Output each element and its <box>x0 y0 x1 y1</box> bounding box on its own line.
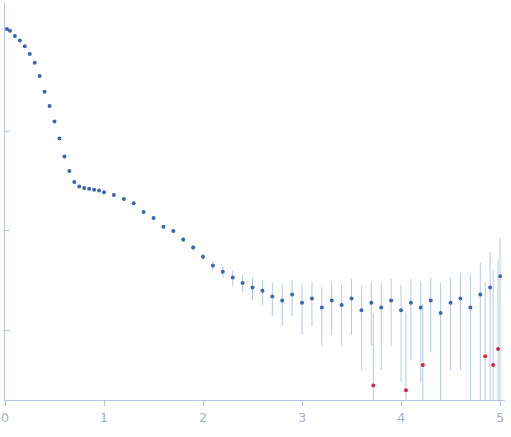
svg-text:5: 5 <box>496 410 504 425</box>
svg-text:1: 1 <box>100 410 108 425</box>
svg-text:2: 2 <box>199 410 207 425</box>
svg-text:4: 4 <box>397 410 405 425</box>
svg-text:0: 0 <box>1 410 9 425</box>
svg-text:3: 3 <box>298 410 306 425</box>
